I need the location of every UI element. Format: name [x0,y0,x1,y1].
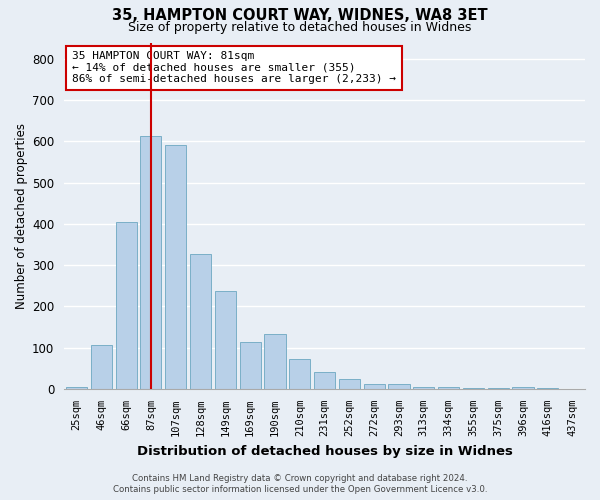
Bar [314,372,335,389]
Bar [488,388,509,389]
Bar [165,145,186,389]
Bar [66,387,87,389]
Bar [190,254,211,389]
Bar [116,222,137,389]
Bar [91,345,112,389]
Text: 35, HAMPTON COURT WAY, WIDNES, WA8 3ET: 35, HAMPTON COURT WAY, WIDNES, WA8 3ET [112,8,488,22]
Bar [537,388,559,389]
Bar [463,388,484,389]
X-axis label: Distribution of detached houses by size in Widnes: Distribution of detached houses by size … [137,444,512,458]
Bar [339,378,360,389]
Bar [215,291,236,389]
Text: 35 HAMPTON COURT WAY: 81sqm
← 14% of detached houses are smaller (355)
86% of se: 35 HAMPTON COURT WAY: 81sqm ← 14% of det… [72,51,396,84]
Bar [438,387,459,389]
Bar [413,387,434,389]
Text: Contains HM Land Registry data © Crown copyright and database right 2024.
Contai: Contains HM Land Registry data © Crown c… [113,474,487,494]
Bar [140,136,161,389]
Bar [239,342,261,389]
Bar [512,387,533,389]
Bar [388,384,410,389]
Bar [289,359,310,389]
Text: Size of property relative to detached houses in Widnes: Size of property relative to detached ho… [128,22,472,35]
Bar [364,384,385,389]
Y-axis label: Number of detached properties: Number of detached properties [15,122,28,308]
Bar [265,334,286,389]
